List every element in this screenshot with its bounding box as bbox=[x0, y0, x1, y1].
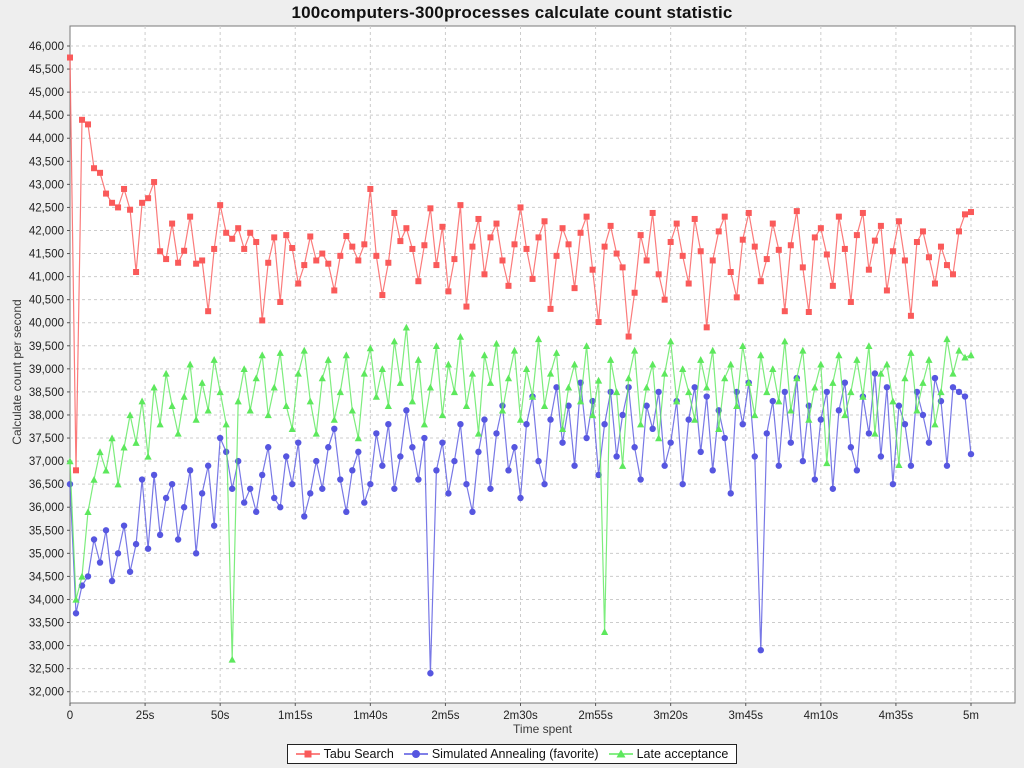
y-tick-label: 33,000 bbox=[29, 641, 64, 653]
series-markers-late-acceptance bbox=[66, 323, 975, 663]
x-tick-label: 2m55s bbox=[578, 710, 613, 722]
y-axis-title: Calculate count per second bbox=[10, 299, 24, 445]
y-tick-label: 45,500 bbox=[29, 64, 64, 76]
y-tick-label: 37,500 bbox=[29, 433, 64, 445]
y-tick-label: 34,500 bbox=[29, 571, 64, 583]
y-tick-label: 32,000 bbox=[29, 687, 64, 699]
y-tick-label: 38,000 bbox=[29, 410, 64, 422]
x-tick-label: 3m45s bbox=[728, 710, 763, 722]
legend-label-late-acceptance: Late acceptance bbox=[636, 747, 729, 761]
series-markers-tabu-search bbox=[67, 54, 974, 474]
y-tick-label: 36,500 bbox=[29, 479, 64, 491]
y-tick-label: 35,000 bbox=[29, 548, 64, 560]
legend-item-late-acceptance: Late acceptance bbox=[608, 747, 729, 761]
y-tick-label: 40,000 bbox=[29, 318, 64, 330]
x-tick-label: 0 bbox=[67, 710, 73, 722]
y-tick-label: 38,500 bbox=[29, 387, 64, 399]
y-tick-label: 33,500 bbox=[29, 618, 64, 630]
x-tick-label: 1m40s bbox=[353, 710, 388, 722]
legend-item-tabu-search: Tabu Search bbox=[295, 747, 394, 761]
x-tick-label: 2m5s bbox=[431, 710, 459, 722]
series-late-acceptance bbox=[66, 323, 975, 663]
tabu-search-marker-icon bbox=[295, 750, 320, 758]
simulated-annealing-marker-icon bbox=[403, 750, 428, 758]
chart-title: 100computers-300processes calculate coun… bbox=[291, 3, 733, 22]
y-tick-label: 42,500 bbox=[29, 202, 64, 214]
y-tick-label: 35,500 bbox=[29, 525, 64, 537]
y-tick-label: 45,000 bbox=[29, 87, 64, 99]
y-tick-label: 41,000 bbox=[29, 272, 64, 284]
x-tick-label: 25s bbox=[136, 710, 155, 722]
late-acceptance-marker-icon bbox=[608, 749, 633, 758]
x-tick-label: 4m10s bbox=[804, 710, 839, 722]
x-tick-label: 4m35s bbox=[879, 710, 914, 722]
legend: Tabu Search Simulated Annealing (favorit… bbox=[0, 744, 1024, 764]
legend-label-tabu-search: Tabu Search bbox=[323, 747, 394, 761]
y-tick-label: 36,000 bbox=[29, 502, 64, 514]
y-tick-label: 43,500 bbox=[29, 156, 64, 168]
y-tick-label: 32,500 bbox=[29, 664, 64, 676]
y-tick-label: 44,000 bbox=[29, 133, 64, 145]
y-tick-label: 44,500 bbox=[29, 110, 64, 122]
x-tick-label: 2m30s bbox=[503, 710, 538, 722]
y-tick-label: 34,000 bbox=[29, 594, 64, 606]
plot-background bbox=[69, 25, 1016, 704]
y-tick-label: 42,000 bbox=[29, 225, 64, 237]
y-tick-label: 43,000 bbox=[29, 179, 64, 191]
x-tick-label: 5m bbox=[963, 710, 979, 722]
y-tick-label: 39,500 bbox=[29, 341, 64, 353]
y-tick-label: 39,000 bbox=[29, 364, 64, 376]
y-tick-label: 46,000 bbox=[29, 41, 64, 53]
legend-item-simulated-annealing: Simulated Annealing (favorite) bbox=[403, 747, 599, 761]
x-tick-label: 1m15s bbox=[278, 710, 313, 722]
y-tick-label: 40,500 bbox=[29, 295, 64, 307]
x-tick-label: 3m20s bbox=[653, 710, 688, 722]
series-tabu-search bbox=[67, 54, 974, 474]
x-axis-title: Time spent bbox=[513, 722, 572, 736]
plot-area: 32,000 32,500 33,000 33,500 34,000 34,500 35,0… bbox=[29, 25, 1016, 722]
y-tick-label: 37,000 bbox=[29, 456, 64, 468]
legend-label-simulated-annealing: Simulated Annealing (favorite) bbox=[431, 747, 599, 761]
legend-box: Tabu Search Simulated Annealing (favorit… bbox=[286, 744, 738, 764]
y-tick-label: 41,500 bbox=[29, 249, 64, 261]
x-tick-label: 50s bbox=[211, 710, 230, 722]
